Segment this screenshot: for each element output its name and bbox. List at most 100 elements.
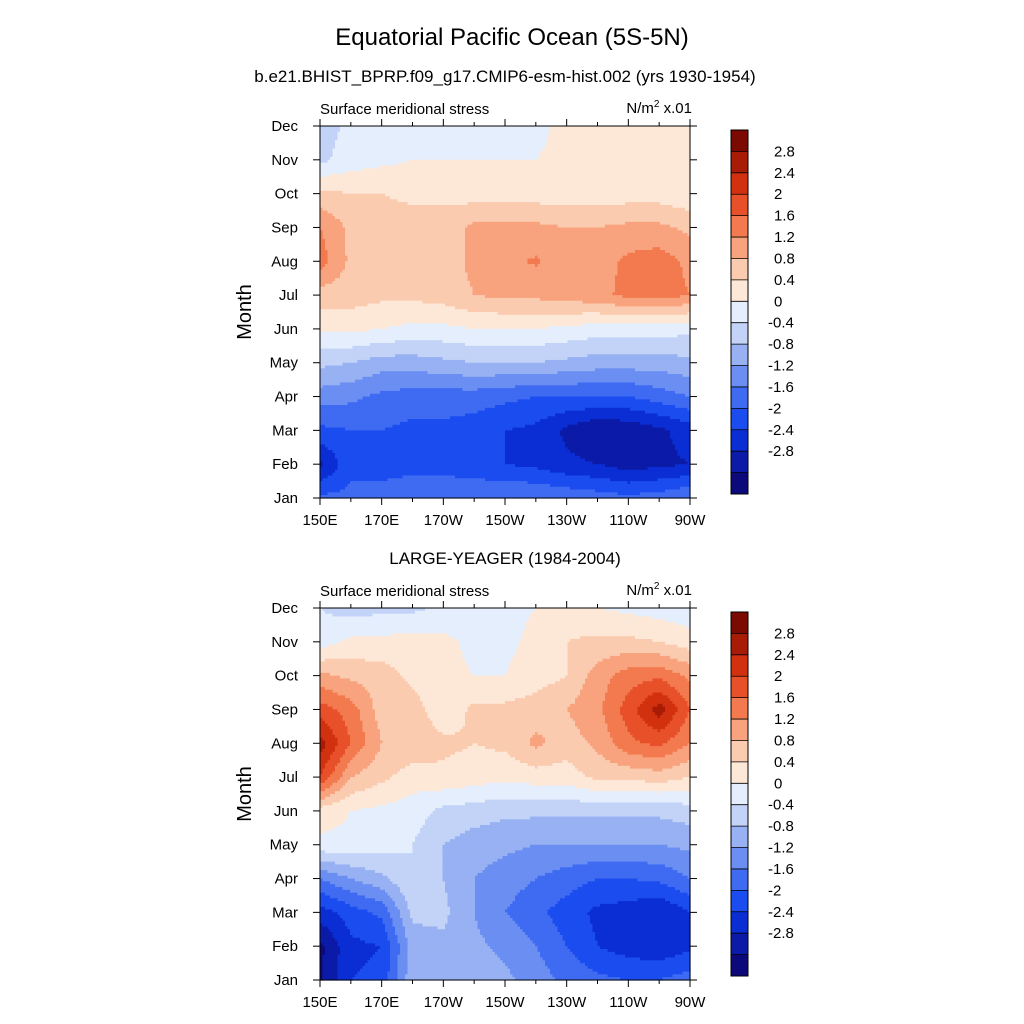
contour-cell (327, 760, 341, 764)
contour-cell (327, 447, 506, 451)
contour-cell (560, 898, 639, 902)
contour-cell (607, 949, 691, 953)
contour-cell (320, 655, 464, 660)
contour-cell (410, 909, 451, 913)
contour-cell (320, 469, 336, 474)
contour-cell (320, 920, 346, 925)
contour-cell (572, 951, 616, 956)
x-tick-label: 150E (302, 512, 337, 529)
contour-cell (505, 455, 581, 460)
contour-cell (347, 779, 386, 784)
contour-cell (670, 436, 691, 440)
contour-cell (322, 608, 426, 612)
panel-2-subtitle: LARGE-YEAGER (1984-2004) (389, 549, 621, 568)
contour-cell (585, 678, 611, 682)
contour-cell (517, 923, 556, 928)
contour-cell (397, 162, 691, 167)
contour-cell (345, 266, 466, 271)
contour-cell (322, 923, 346, 928)
contour-cell (377, 949, 391, 953)
x-tick-label: 90W (675, 512, 707, 529)
contour-cell (392, 424, 526, 429)
contour-cell (687, 661, 691, 665)
contour-cell (625, 221, 661, 226)
contour-cell (475, 875, 539, 880)
panel-1: b.e21.BHIST_BPRP.f09_g17.CMIP6-esm-hist.… (234, 67, 795, 529)
contour-cell (320, 763, 326, 767)
contour-cell (527, 934, 564, 939)
contour-cell (397, 954, 409, 959)
contour-cell (347, 816, 429, 820)
contour-cell (550, 971, 599, 975)
contour-cell (340, 275, 469, 279)
contour-cell (407, 419, 541, 423)
contour-cell (320, 887, 344, 891)
colorbar-label: 0.4 (774, 272, 795, 289)
contour-cell (347, 875, 389, 880)
contour-cell (622, 703, 641, 708)
panel-1-subtitle: b.e21.BHIST_BPRP.f09_g17.CMIP6-esm-hist.… (254, 67, 755, 86)
contour-cell (412, 841, 446, 846)
contour-cell (447, 920, 479, 925)
contour-cell (682, 951, 691, 956)
contour-cell (320, 748, 324, 753)
contour-cell (397, 937, 409, 942)
contour-cell (677, 354, 691, 358)
contour-cell (320, 244, 326, 248)
contour-cell (592, 667, 629, 671)
contour-cell (617, 261, 681, 265)
contour-cell (547, 965, 589, 970)
contour-cell (530, 881, 589, 885)
contour-cell (377, 723, 434, 727)
contour-cell (497, 858, 691, 863)
colorbar-label: -0.8 (768, 818, 794, 835)
contour-cell (510, 968, 551, 973)
contour-cell (610, 655, 671, 660)
contour-cell (537, 255, 624, 260)
contour-cell (425, 706, 469, 711)
colorbar-swatch (731, 890, 748, 913)
contour-cell (682, 695, 691, 699)
contour-cell (322, 461, 339, 465)
contour-cell (465, 269, 619, 274)
contour-cell (332, 909, 369, 913)
contour-cell (322, 717, 344, 722)
contour-cell (540, 151, 691, 155)
contour-cell (320, 388, 401, 392)
contour-cell (480, 932, 526, 936)
panel-1-ylabel: Month (234, 284, 256, 340)
contour-cell (390, 954, 399, 959)
contour-cell (550, 915, 591, 919)
contour-cell (320, 219, 341, 223)
contour-cell (375, 805, 444, 809)
contour-cell (445, 926, 479, 930)
contour-cell (362, 881, 394, 885)
contour-cell (687, 233, 691, 237)
contour-cell (505, 452, 576, 457)
colorbar-swatch (731, 911, 748, 934)
contour-cell (360, 968, 391, 973)
contour-cell (337, 943, 376, 947)
contour-cell (327, 250, 346, 254)
contour-cell (525, 932, 561, 936)
contour-cell (575, 701, 604, 705)
contour-cell (400, 421, 536, 426)
contour-cell (687, 892, 691, 897)
contour-cell (687, 703, 691, 708)
contour-cell (320, 188, 691, 192)
contour-cell (337, 898, 376, 902)
contour-cell (437, 926, 446, 930)
colorbar-label: -2.8 (768, 443, 794, 460)
contour-cell (320, 701, 354, 705)
contour-cell (685, 720, 691, 725)
contour-cell (617, 746, 684, 750)
contour-cell (672, 670, 691, 674)
contour-cell (387, 937, 399, 942)
contour-cell (602, 658, 679, 663)
contour-cell (465, 250, 636, 254)
contour-cell (375, 709, 426, 713)
contour-cell (545, 142, 691, 147)
contour-cell (347, 255, 466, 260)
contour-cell (387, 974, 399, 978)
contour-cell (585, 774, 691, 778)
